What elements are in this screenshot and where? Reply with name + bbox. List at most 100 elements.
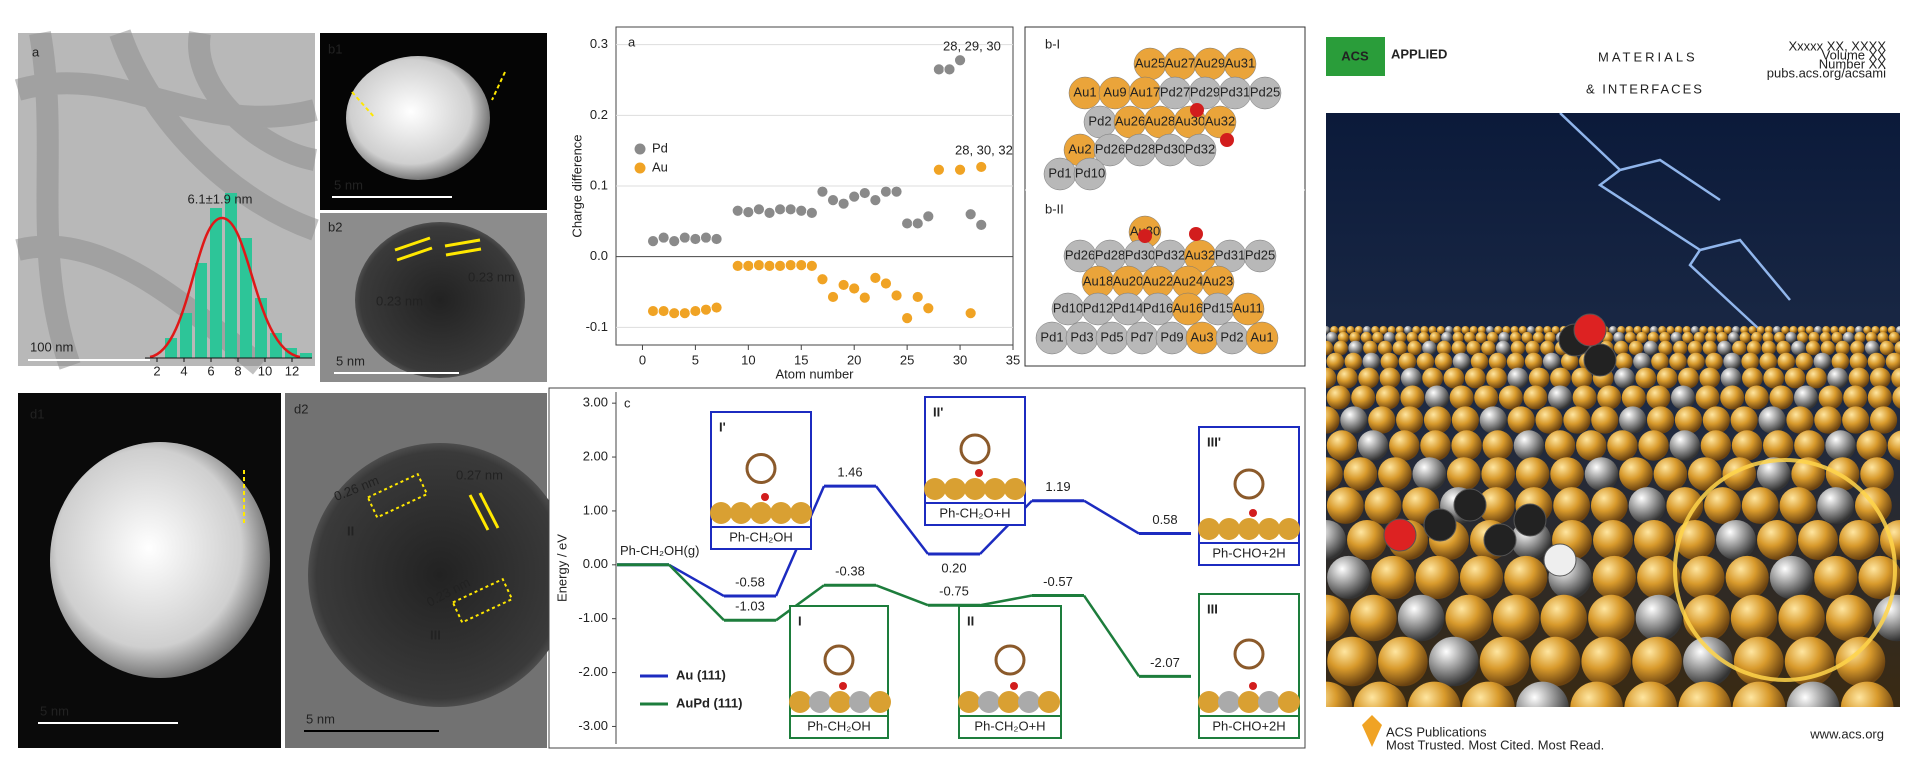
surface-atom — [1486, 367, 1507, 389]
surface-atom — [1784, 367, 1806, 389]
point — [890, 289, 903, 302]
atom-label: Au20 — [1113, 273, 1143, 288]
y-tick-label: -2.00 — [578, 664, 608, 679]
atom-label: Pd30 — [1125, 247, 1155, 262]
surface-atom — [1761, 340, 1777, 356]
atom-label: Pd26 — [1065, 247, 1095, 262]
surface-atom — [1675, 520, 1715, 560]
surface-atom — [1591, 406, 1619, 434]
surface-atom — [1363, 326, 1371, 334]
atom-label: Pd31 — [1215, 247, 1245, 262]
surface-atom — [1742, 367, 1763, 389]
surface-atom — [1716, 520, 1756, 560]
surface-atom — [1592, 555, 1636, 600]
surface-atom — [1817, 487, 1855, 524]
surface-atom — [1597, 385, 1622, 410]
surface-atom — [1843, 385, 1868, 410]
point — [943, 63, 956, 76]
surface-atom — [1452, 352, 1471, 371]
surface-atom — [1763, 430, 1794, 461]
surface-atom — [1308, 353, 1326, 371]
slab-atom — [1018, 691, 1040, 713]
surface-atom — [1669, 352, 1687, 371]
lattice-box — [366, 472, 429, 519]
atom-label: Au1 — [1073, 84, 1096, 99]
surface-atom — [1615, 352, 1633, 371]
surface-atom — [1831, 352, 1850, 371]
oxygen-atom — [1249, 509, 1257, 517]
surface-atom — [1653, 457, 1688, 491]
surface-atom — [1420, 430, 1451, 461]
atom-label: Au11 — [1233, 300, 1262, 315]
panel-label: d1 — [30, 406, 44, 421]
connector — [668, 563, 725, 598]
surface-atom — [1509, 331, 1522, 344]
slab-atom — [1218, 691, 1240, 713]
surface-atom — [1854, 331, 1866, 344]
x-tick-label: 35 — [1006, 352, 1020, 367]
surface-atom — [1757, 520, 1797, 560]
surface-atom — [1436, 340, 1452, 356]
surface-atom — [1515, 457, 1550, 491]
x-tick-label: 20 — [847, 352, 861, 367]
surface-atom — [1732, 681, 1786, 707]
oxygen-atom — [1249, 682, 1257, 690]
surface-atom — [1357, 430, 1389, 461]
surface-atom — [1856, 430, 1887, 461]
atom — [1183, 133, 1217, 167]
surface-atom — [1466, 340, 1481, 356]
surface-atom — [1350, 594, 1397, 642]
oxygen-atom — [761, 493, 769, 501]
surface-atom — [1469, 326, 1478, 334]
surface-atom — [1378, 457, 1412, 491]
surface-atom — [1896, 326, 1900, 334]
surface-atom — [1808, 331, 1820, 344]
surface-atom — [1326, 406, 1340, 434]
surface-atom — [1870, 406, 1898, 434]
point — [837, 197, 850, 210]
point — [668, 307, 681, 320]
surface-atom — [1814, 406, 1842, 434]
surface-atom — [1839, 520, 1879, 560]
x-tick-label: 5 — [692, 352, 699, 367]
molecule-atom — [1423, 508, 1457, 542]
surface-atom — [1646, 406, 1675, 434]
journal-title: APPLIED — [1391, 46, 1447, 61]
atom-label: Pd32 — [1185, 141, 1215, 156]
surface-atom — [1840, 681, 1894, 707]
surface-atom — [1570, 681, 1623, 707]
surface-atom — [1446, 457, 1481, 491]
surface-atom — [1326, 326, 1330, 334]
surface-atom — [1590, 487, 1628, 524]
surface-atom — [1487, 331, 1499, 344]
oxygen-atom — [1189, 227, 1203, 241]
slab-atom — [958, 691, 980, 713]
surface-atom — [1892, 386, 1900, 409]
gauss-fit — [149, 216, 301, 359]
inset-caption: Ph-CH₂OH — [807, 718, 871, 733]
surface-atom — [1704, 487, 1741, 524]
surface-atom — [1795, 352, 1814, 371]
atom-label: Pd2 — [1088, 113, 1111, 128]
surface-atom — [1687, 352, 1705, 371]
inset-caption: Ph-CH₂OH — [729, 529, 793, 544]
surface-atom — [1786, 681, 1840, 707]
facet-label: III — [430, 627, 441, 642]
atom-label: Au16 — [1173, 300, 1203, 315]
point — [678, 307, 691, 320]
surface-atom — [1619, 457, 1653, 491]
surface-atom — [1477, 326, 1486, 334]
surface-atom — [1379, 326, 1388, 334]
spacing-label: 0.23 nm — [468, 269, 515, 284]
surface-atom — [1362, 352, 1381, 371]
surface-atom — [1412, 457, 1447, 491]
point — [975, 218, 988, 231]
value-label: -1.03 — [735, 599, 765, 614]
legend-label: Au — [652, 159, 668, 174]
surface-atom — [1434, 352, 1453, 371]
point — [922, 302, 935, 315]
surface-atom — [1776, 340, 1791, 356]
surface-atom — [1635, 594, 1683, 642]
surface-atom — [1344, 352, 1363, 371]
atom-label: Au25 — [1135, 55, 1165, 70]
